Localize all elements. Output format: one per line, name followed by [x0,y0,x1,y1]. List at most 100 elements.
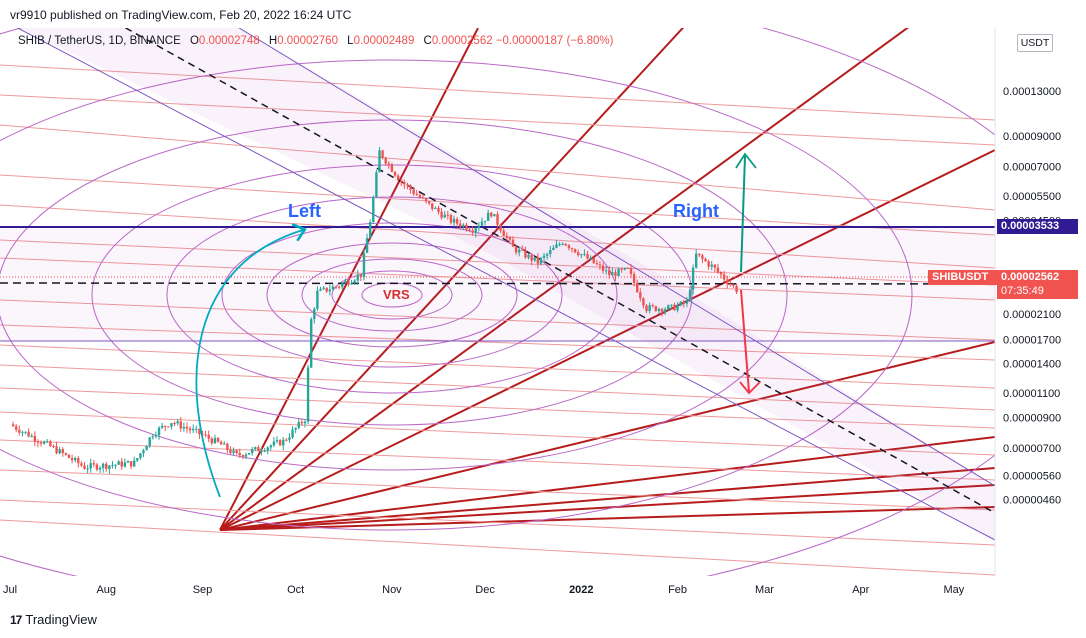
fan-projection-line [0,299,995,341]
candle-body [101,463,105,468]
candle-body [250,449,254,454]
publisher-line: vr9910 published on TradingView.com, Feb… [10,8,352,22]
candle-body [235,450,238,453]
close-label: C [423,35,432,47]
candle-body [322,287,325,289]
time-tick-label: Jul [3,584,17,596]
candle-body [704,258,707,262]
candle-body [49,441,52,447]
candle-body [185,426,189,429]
parallel-channel [16,28,995,541]
candle-body [474,228,477,233]
candle-body [682,301,685,304]
candle-body [437,207,440,212]
fan-ray [219,341,995,531]
price-tick-label: 0.00001700 [1003,335,1061,347]
time-tick-label: Apr [852,584,869,596]
level-price-tag: 0.00003533 [997,219,1078,234]
candle-body [663,309,667,312]
candle-body [521,249,524,251]
high-label: H [268,35,278,47]
time-axis[interactable]: Jul Aug Sep Oct Nov Dec 2022 Feb Mar Apr May [3,584,965,596]
candle-body [213,437,217,444]
symbol-name[interactable]: SHIB / TetherUS, 1D, BINANCE [18,35,181,47]
candle-body [449,215,453,223]
close-value: 0.00002562 [431,35,493,47]
candle-body [518,249,521,253]
candle-body [33,435,37,442]
candle-body [567,245,571,249]
candle-body [207,434,210,439]
fan-projection-line [0,387,995,429]
candle-body [592,257,595,264]
down-arrow [740,289,750,393]
candle-body [710,264,713,267]
candle-body [372,197,375,223]
candle-body [46,441,49,443]
candle-body [651,305,654,307]
candle-body [42,441,46,444]
candle-body [61,449,64,454]
candle-body [673,304,676,311]
candle-body [657,308,661,311]
footer-brand[interactable]: 17 TradingView [10,612,97,627]
candle-body [83,465,86,469]
candle-body [167,426,170,428]
fan-projection-line [0,174,995,236]
candle-body [157,427,161,436]
fan-projection-line [0,64,995,121]
candle-body [400,180,403,183]
fan-projection-line [0,364,995,411]
candle-body [570,248,574,250]
price-tick-label: 0.00000900 [1003,412,1061,424]
candle-body [204,434,207,436]
candle-body [21,431,24,433]
fib-circle [0,119,788,471]
candle-body [123,462,127,467]
candle-body [490,212,493,217]
currency-button[interactable]: USDT [1017,34,1053,52]
candle-body [325,287,328,292]
candle-body [390,164,394,172]
down-arrow-head [739,381,761,395]
candle-body [375,172,378,198]
candle-body [552,247,555,250]
candle-body [362,252,366,277]
time-tick-label: Nov [382,584,402,596]
candle-body [15,426,18,430]
candle-body [393,171,397,176]
candle-body [617,268,620,276]
candle-body [505,235,508,238]
candle-body [254,447,257,450]
candle-body [468,229,471,231]
candle-body [580,254,583,256]
fan-ray [219,28,685,531]
candle-body [573,248,577,253]
left-label: Left [288,201,321,221]
fan-projection-line [0,204,995,269]
candle-body [434,207,437,209]
candle-body [381,150,384,158]
candle-body [260,450,263,452]
candle-body [577,252,580,256]
symbol-ohlc-bar: SHIB / TetherUS, 1D, BINANCE O0.00002748… [18,35,613,47]
candle-body [539,257,543,264]
candle-body [598,264,602,266]
candle-body [98,467,102,470]
candle-body [384,157,387,164]
candle-body [309,318,313,368]
candle-body [18,429,21,433]
candle-body [483,220,487,222]
candle-body [511,239,515,247]
candle-body [24,431,27,433]
candle-body [545,253,549,256]
candle-body [198,428,201,435]
candle-body [353,280,356,283]
fib-circle [301,258,483,332]
candle-body [486,212,490,221]
candle-body [452,218,456,223]
fan-projection-line [0,499,995,546]
price-tick-label: 0.00007000 [1003,162,1061,174]
candle-body [639,292,642,299]
